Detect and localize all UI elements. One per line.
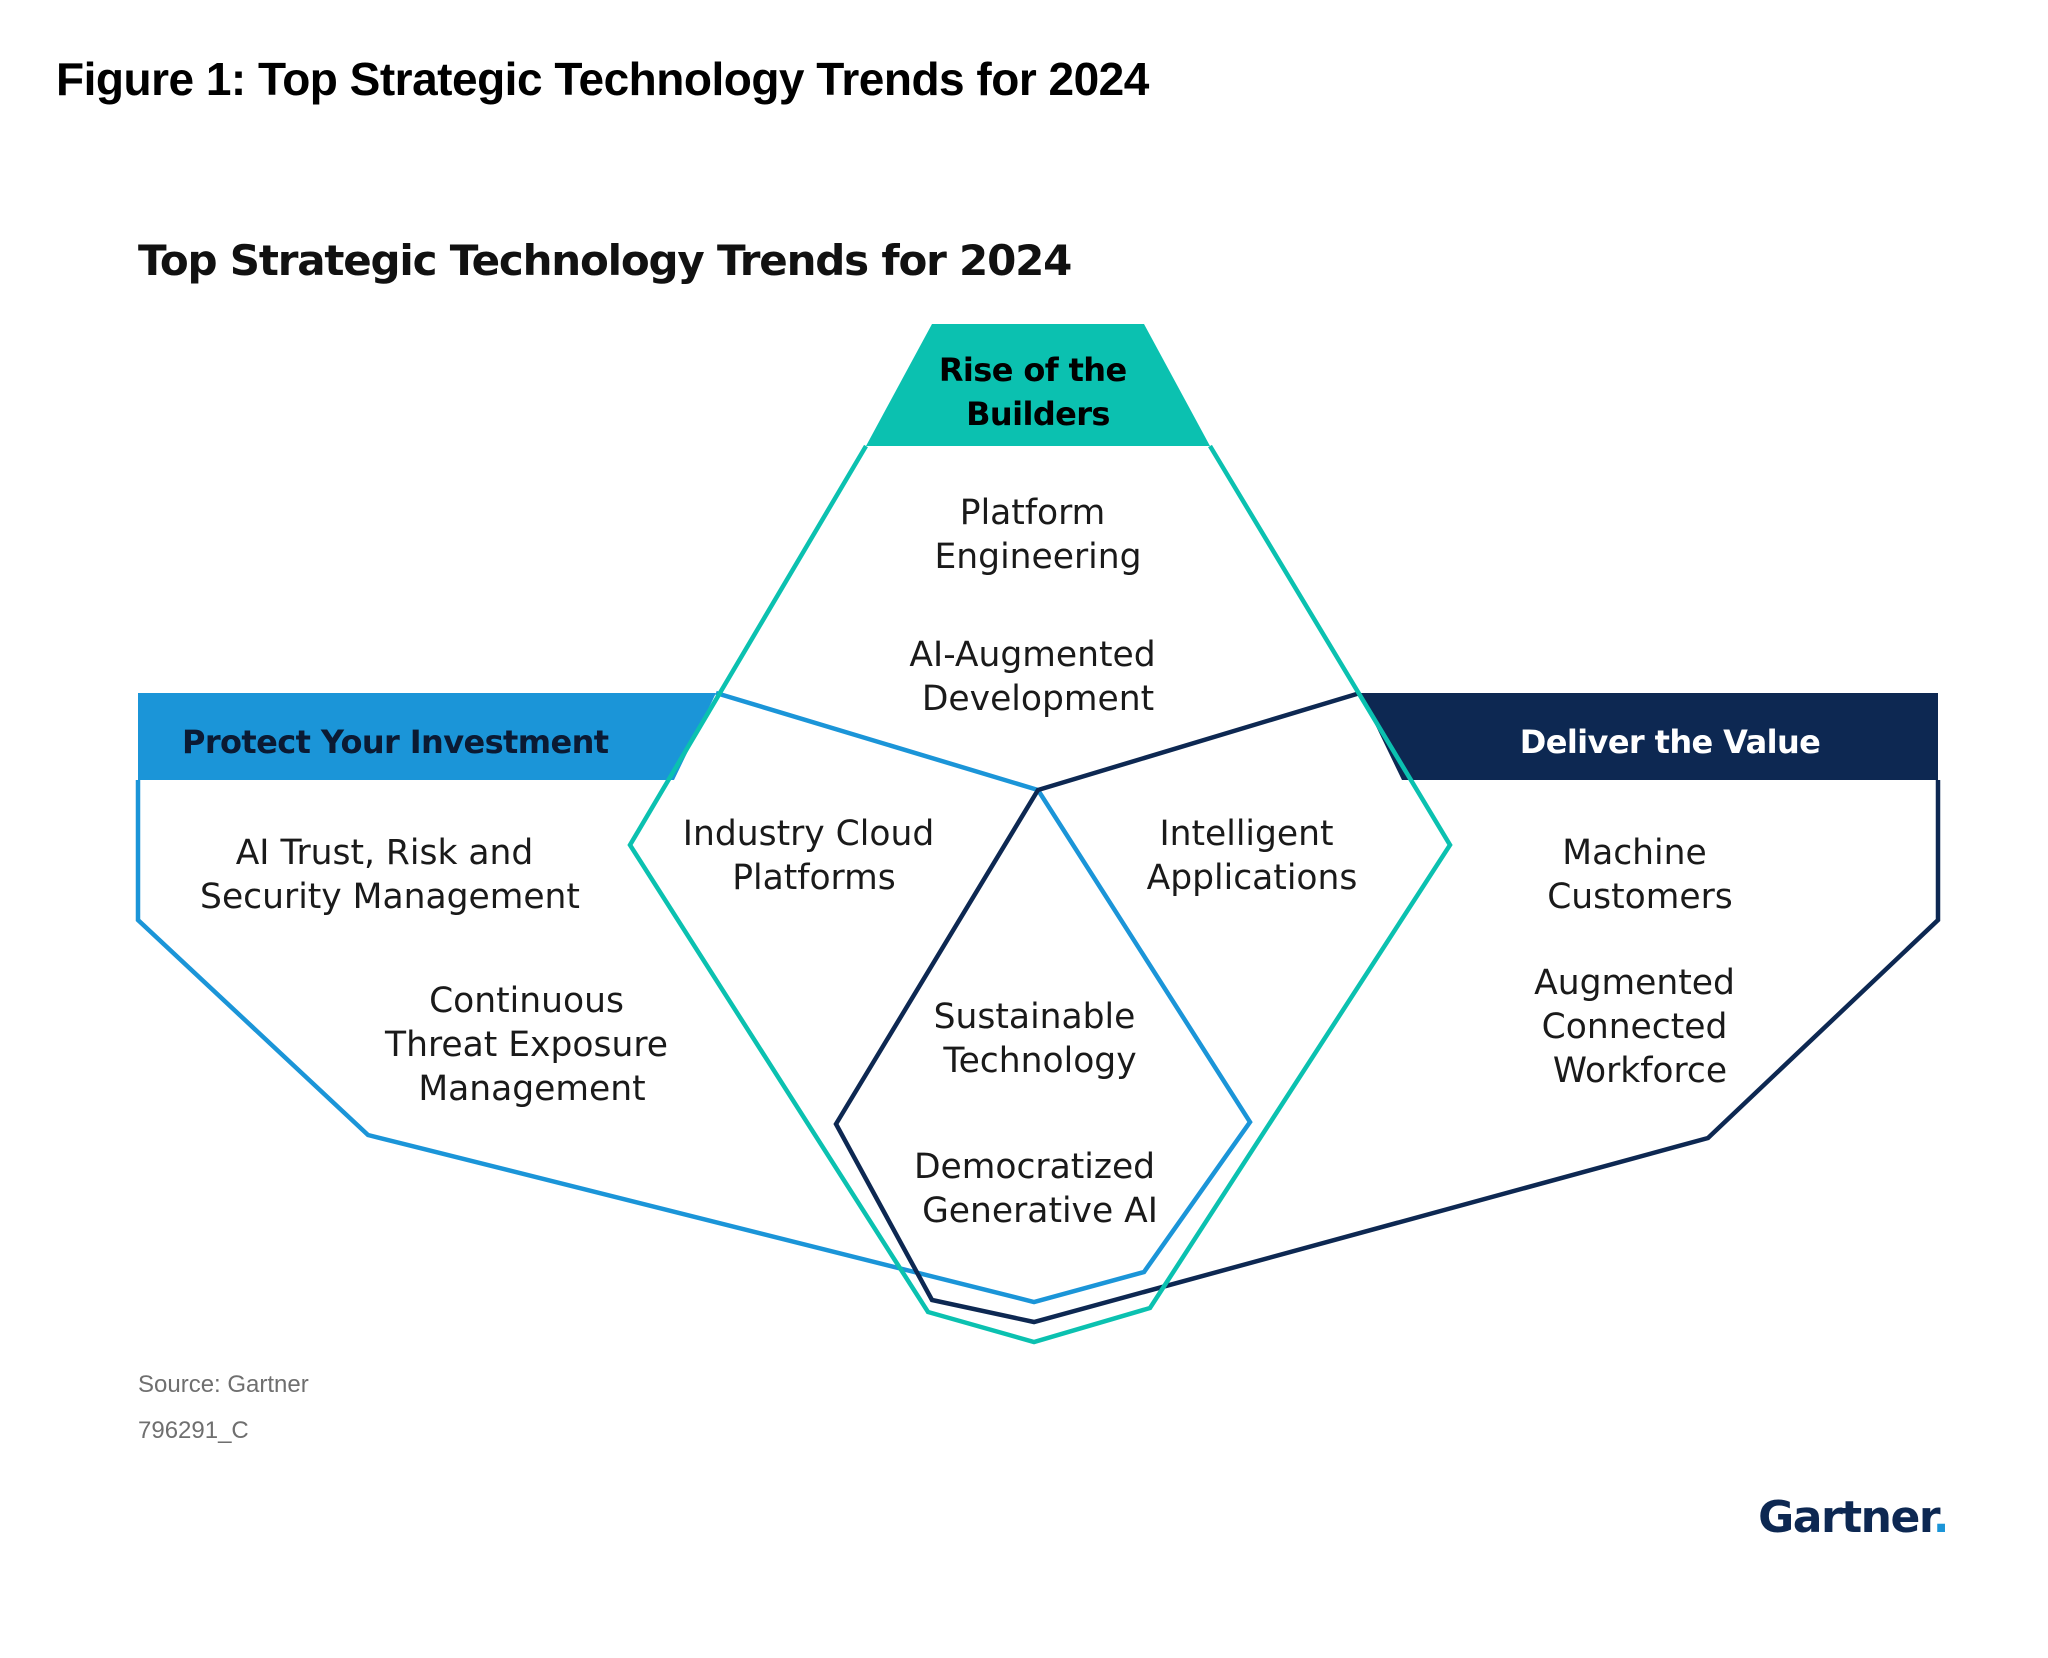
rise-header-bg — [866, 324, 1210, 446]
gartner-logo: Gartner. — [1758, 1492, 1948, 1543]
trend-continuous-threat-exposure: Continuous Threat Exposure Management — [384, 981, 679, 1109]
protect-header-text: Protect Your Investment — [182, 723, 609, 761]
figure-title: Figure 1: Top Strategic Technology Trend… — [56, 53, 1149, 105]
deliver-header-bg — [1360, 693, 1938, 780]
trend-industry-cloud-platforms: Industry Cloud Platforms — [683, 814, 945, 898]
trend-augmented-connected-workforce: Augmented Connected Workforce — [1534, 963, 1746, 1091]
trend-platform-engineering: Platform Engineering — [935, 493, 1142, 577]
protect-header-bg — [138, 693, 716, 780]
deliver-outline — [833, 690, 1941, 1325]
trend-democratized-generative-ai: Democratized Generative AI — [914, 1147, 1166, 1231]
figure-id: 796291_C — [138, 1417, 249, 1444]
rise-outline — [627, 444, 1453, 1345]
protect-outline — [135, 690, 1253, 1305]
trend-machine-customers: Machine Customers — [1547, 833, 1733, 917]
diagram-title: Top Strategic Technology Trends for 2024 — [138, 236, 1071, 285]
deliver-header-text: Deliver the Value — [1520, 723, 1820, 761]
trend-intelligent-applications: Intelligent Applications — [1147, 814, 1358, 898]
trend-ai-trust-risk-security: AI Trust, Risk and Security Management — [200, 833, 580, 917]
trend-ai-augmented-development: AI-Augmented Development — [909, 635, 1166, 719]
trend-sustainable-technology: Sustainable Technology — [934, 997, 1147, 1081]
rise-header-text: Rise of the Builders — [939, 351, 1137, 433]
source-note: Source: Gartner — [138, 1371, 309, 1398]
